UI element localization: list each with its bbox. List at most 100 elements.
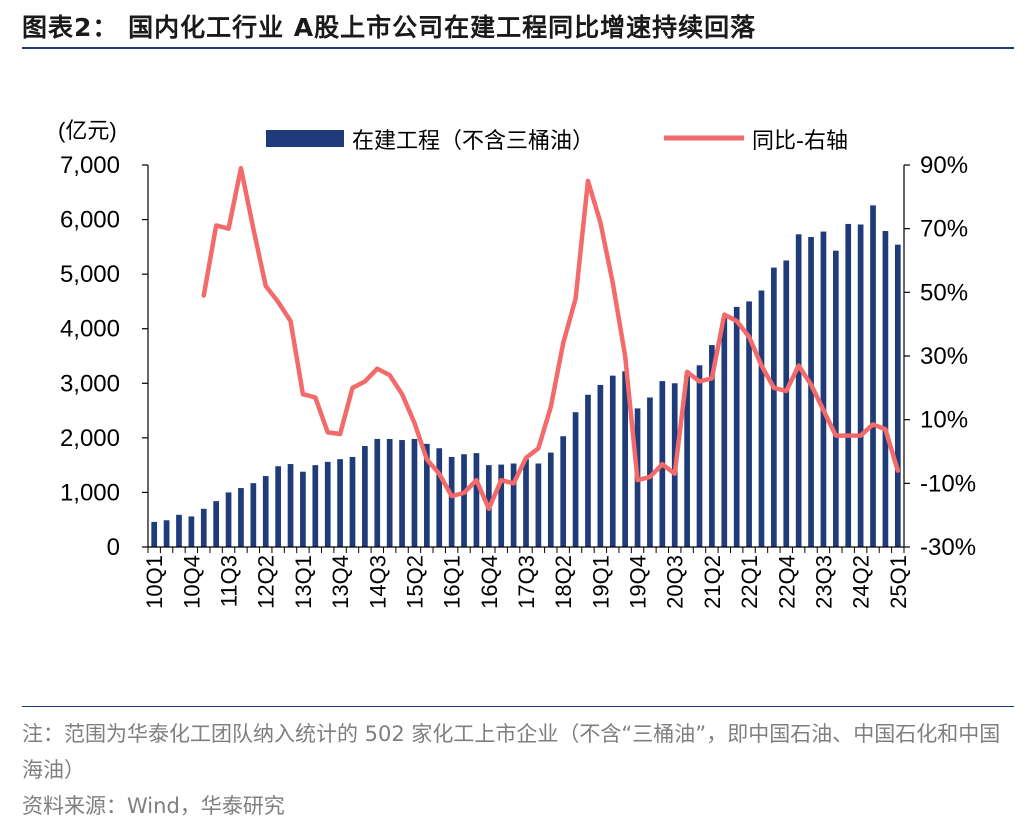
x-tick-label: 13Q4	[328, 555, 353, 609]
left-tick-label: 4,000	[60, 316, 120, 343]
bar	[560, 436, 567, 547]
bar	[213, 501, 220, 547]
bar	[176, 514, 182, 547]
bar	[882, 231, 889, 547]
bar	[733, 306, 740, 547]
left-tick-label: 2,000	[60, 425, 120, 452]
bar	[820, 231, 827, 547]
note-divider	[22, 706, 1014, 707]
tick-labels: 0 1,000 2,000 3,000 4,000 5,000 6,000 7,000 -30%…	[60, 152, 976, 609]
axes	[142, 164, 910, 553]
footnote: 注：范围为华泰化工团队纳入统计的 502 家化工上市企业（不含“三桶油”，即中国…	[22, 722, 1001, 782]
x-tick-label: 22Q4	[774, 555, 799, 609]
bar	[337, 459, 343, 547]
bar	[622, 371, 628, 547]
right-tick-label: -10%	[920, 470, 976, 497]
x-tick-label: 19Q1	[588, 555, 613, 609]
bar	[870, 205, 876, 547]
x-tick-label: 15Q2	[402, 555, 427, 609]
bar	[225, 492, 232, 547]
bar	[362, 446, 368, 547]
bar	[300, 471, 306, 547]
left-tick-label: 7,000	[60, 152, 120, 179]
bar	[832, 250, 839, 548]
bar	[808, 237, 814, 547]
bar	[151, 521, 158, 547]
line-series	[201, 165, 901, 512]
bar	[163, 520, 170, 547]
x-tick-label: 17Q3	[514, 555, 539, 609]
bar	[746, 301, 752, 547]
bar	[498, 464, 505, 547]
x-tick-label: 12Q2	[254, 555, 279, 609]
right-tick-label: 90%	[920, 152, 968, 179]
bar	[510, 463, 517, 547]
x-tick-label: 24Q2	[849, 555, 874, 609]
bar	[572, 412, 579, 547]
x-tick-label: 11Q3	[217, 555, 242, 607]
x-tick-label: 19Q4	[626, 555, 651, 609]
bar	[535, 463, 542, 547]
bar	[597, 384, 604, 547]
bar	[411, 438, 418, 547]
yoy-line	[201, 165, 901, 512]
left-tick-label: 5,000	[60, 261, 120, 288]
bar	[448, 456, 455, 547]
bar	[721, 317, 728, 547]
bar	[696, 365, 703, 547]
x-tick-label: 10Q4	[179, 555, 204, 609]
bar	[275, 466, 281, 547]
left-axis-unit: (亿元)	[58, 118, 117, 143]
bar	[238, 488, 244, 547]
legend-bar-label: 在建工程（不含三桶油）	[352, 129, 594, 154]
left-tick-label: 3,000	[60, 370, 120, 397]
chart-title: 图表2： 国内化工行业 A股上市公司在建工程同比增速持续回落	[22, 13, 757, 42]
bar	[250, 483, 257, 547]
bar	[324, 461, 331, 547]
bar	[200, 508, 207, 547]
bar	[523, 459, 529, 547]
bar	[684, 375, 690, 547]
bar	[287, 464, 294, 547]
bar	[188, 516, 195, 547]
bar	[795, 234, 802, 547]
legend-bar-swatch	[266, 130, 344, 147]
x-tick-label: 18Q2	[551, 555, 576, 609]
x-tick-label: 14Q3	[365, 555, 390, 609]
right-tick-label: 70%	[920, 216, 968, 243]
x-tick-label: 13Q1	[291, 555, 316, 609]
bar	[647, 397, 653, 547]
right-tick-label: 10%	[920, 407, 968, 434]
bar	[894, 244, 901, 547]
bar	[845, 223, 852, 548]
x-tick-label: 16Q1	[440, 555, 465, 609]
bar	[857, 224, 864, 548]
bar	[473, 453, 480, 547]
bar	[709, 345, 715, 547]
bar	[349, 456, 356, 547]
x-tick-label: 22Q1	[737, 555, 762, 609]
bar	[461, 454, 467, 547]
bar	[262, 476, 269, 547]
legend-line-label: 同比-右轴	[752, 129, 848, 154]
bar	[399, 440, 405, 547]
right-tick-label: 30%	[920, 343, 968, 370]
left-tick-label: 6,000	[60, 207, 120, 234]
left-tick-label: 0	[107, 534, 120, 561]
right-tick-label: -30%	[920, 534, 976, 561]
x-tick-label: 25Q1	[886, 555, 911, 609]
title-divider	[22, 47, 1014, 49]
source-note: 资料来源：Wind，华泰研究	[22, 794, 285, 818]
x-tick-label: 16Q4	[477, 555, 502, 609]
left-tick-label: 1,000	[60, 479, 120, 506]
bar	[783, 260, 790, 547]
bar	[758, 290, 765, 547]
bar	[771, 267, 777, 547]
x-tick-label: 10Q1	[142, 555, 167, 609]
bar	[609, 375, 616, 547]
bar	[374, 438, 381, 547]
bar	[585, 394, 591, 547]
x-tick-label: 23Q3	[811, 555, 836, 609]
bar-series	[151, 205, 901, 548]
right-tick-label: 50%	[920, 279, 968, 306]
